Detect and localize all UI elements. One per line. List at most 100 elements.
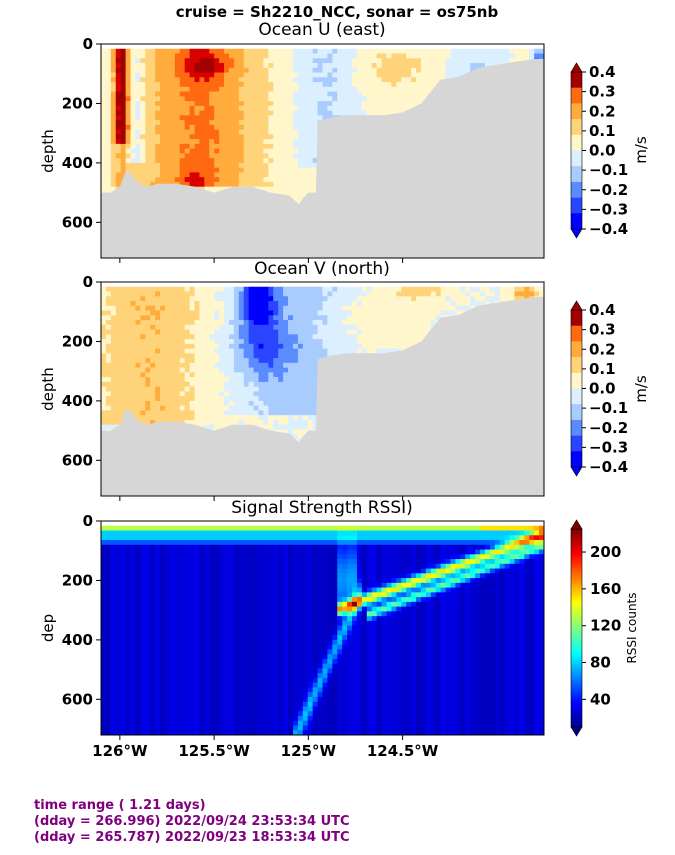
heatmap-cell	[297, 134, 304, 140]
heatmap-cell	[248, 86, 255, 93]
heatmap-cell	[150, 143, 156, 150]
heatmap-cell	[189, 153, 196, 159]
heatmap-cell	[164, 315, 171, 321]
heatmap-cell	[174, 67, 181, 74]
heatmap-cell	[288, 172, 294, 178]
heatmap-cell	[105, 115, 112, 121]
heatmap-cell	[204, 105, 210, 112]
heatmap-cell	[199, 291, 205, 297]
heatmap-cell	[356, 110, 363, 116]
heatmap-cell	[209, 134, 215, 140]
heatmap-cell	[273, 77, 279, 83]
colorbar-tick-label: 0.0	[589, 142, 616, 160]
heatmap-cell	[179, 105, 186, 112]
heatmap-cell	[292, 196, 299, 202]
heatmap-cell	[283, 91, 289, 97]
heatmap-cell	[155, 377, 161, 383]
heatmap-cell	[169, 415, 176, 421]
heatmap-cell	[361, 110, 368, 116]
heatmap-cell	[199, 105, 205, 112]
heatmap-cell	[120, 291, 127, 297]
heatmap-cell	[169, 86, 176, 93]
heatmap-cell	[105, 63, 112, 69]
heatmap-cell	[233, 167, 240, 173]
heatmap-cell	[189, 158, 196, 164]
heatmap-cell	[297, 63, 304, 69]
heatmap-cell	[125, 291, 132, 297]
heatmap-cell	[184, 105, 191, 112]
colorbar-tick-label: 0.3	[589, 83, 616, 101]
heatmap-cell	[145, 348, 151, 354]
heatmap-cell	[337, 77, 343, 83]
heatmap-cell	[125, 148, 132, 154]
heatmap-cell	[164, 296, 171, 302]
heatmap-cell	[155, 48, 161, 55]
heatmap-cell	[347, 63, 353, 69]
heatmap-cell	[110, 286, 117, 293]
heatmap-cell	[194, 91, 201, 97]
heatmap-cell	[120, 286, 127, 293]
heatmap-cell	[194, 353, 201, 359]
heatmap-cell	[214, 110, 220, 116]
heatmap-cell	[101, 396, 107, 402]
heatmap-cell	[238, 167, 245, 173]
heatmap-cell	[253, 101, 260, 107]
heatmap-cell	[278, 139, 284, 145]
heatmap-cell	[135, 339, 141, 345]
heatmap-cell	[263, 134, 269, 140]
heatmap-cell	[174, 48, 181, 55]
heatmap-cell	[204, 172, 210, 178]
heatmap-cell	[150, 377, 156, 383]
heatmap-cell	[199, 405, 205, 411]
heatmap-cell	[445, 58, 452, 64]
heatmap-cell	[288, 86, 294, 93]
heatmap-cell	[199, 167, 205, 173]
heatmap-cell	[263, 153, 269, 159]
heatmap-cell	[140, 86, 146, 93]
heatmap-cell	[179, 400, 186, 407]
heatmap-cell	[184, 181, 191, 188]
heatmap-cell	[115, 115, 122, 121]
heatmap-cell	[160, 367, 166, 373]
heatmap-cell	[125, 134, 132, 140]
heatmap-cell	[361, 82, 368, 88]
heatmap-cell	[322, 101, 329, 107]
heatmap-cell	[347, 48, 353, 55]
heatmap-cell	[110, 410, 117, 416]
colorbar-label-u: m/s	[632, 136, 650, 164]
heatmap-cell	[174, 391, 181, 397]
heatmap-cell	[155, 63, 161, 69]
heatmap-cell	[179, 377, 186, 383]
heatmap-cell	[120, 72, 127, 78]
heatmap-cell	[366, 58, 373, 64]
heatmap-cell	[214, 153, 220, 159]
heatmap-cell	[184, 291, 191, 297]
heatmap-cell	[214, 143, 220, 150]
heatmap-cell	[214, 181, 220, 188]
heatmap-cell	[155, 86, 161, 93]
heatmap-cell	[130, 339, 137, 345]
heatmap-cell	[130, 58, 137, 64]
heatmap-cell	[174, 91, 181, 97]
heatmap-cell	[120, 153, 127, 159]
heatmap-cell	[209, 167, 215, 173]
heatmap-cell	[366, 72, 373, 78]
heatmap-cell	[435, 58, 442, 64]
heatmap-cell	[243, 129, 250, 135]
heatmap-cell	[199, 48, 205, 55]
heatmap-cell	[243, 72, 250, 78]
heatmap-cell	[135, 72, 141, 78]
heatmap-cell	[302, 162, 309, 169]
heatmap-cell	[184, 405, 191, 411]
heatmap-cell	[101, 400, 107, 407]
heatmap-cell	[307, 177, 314, 183]
heatmap-cell	[145, 415, 151, 421]
heatmap-cell	[253, 96, 260, 102]
heatmap-cell	[135, 386, 141, 392]
heatmap-cell	[101, 167, 107, 173]
heatmap-cell	[125, 286, 132, 293]
heatmap-cell	[514, 53, 520, 59]
heatmap-cell	[347, 110, 353, 116]
colorbar-tick-label: 0.2	[589, 102, 616, 120]
